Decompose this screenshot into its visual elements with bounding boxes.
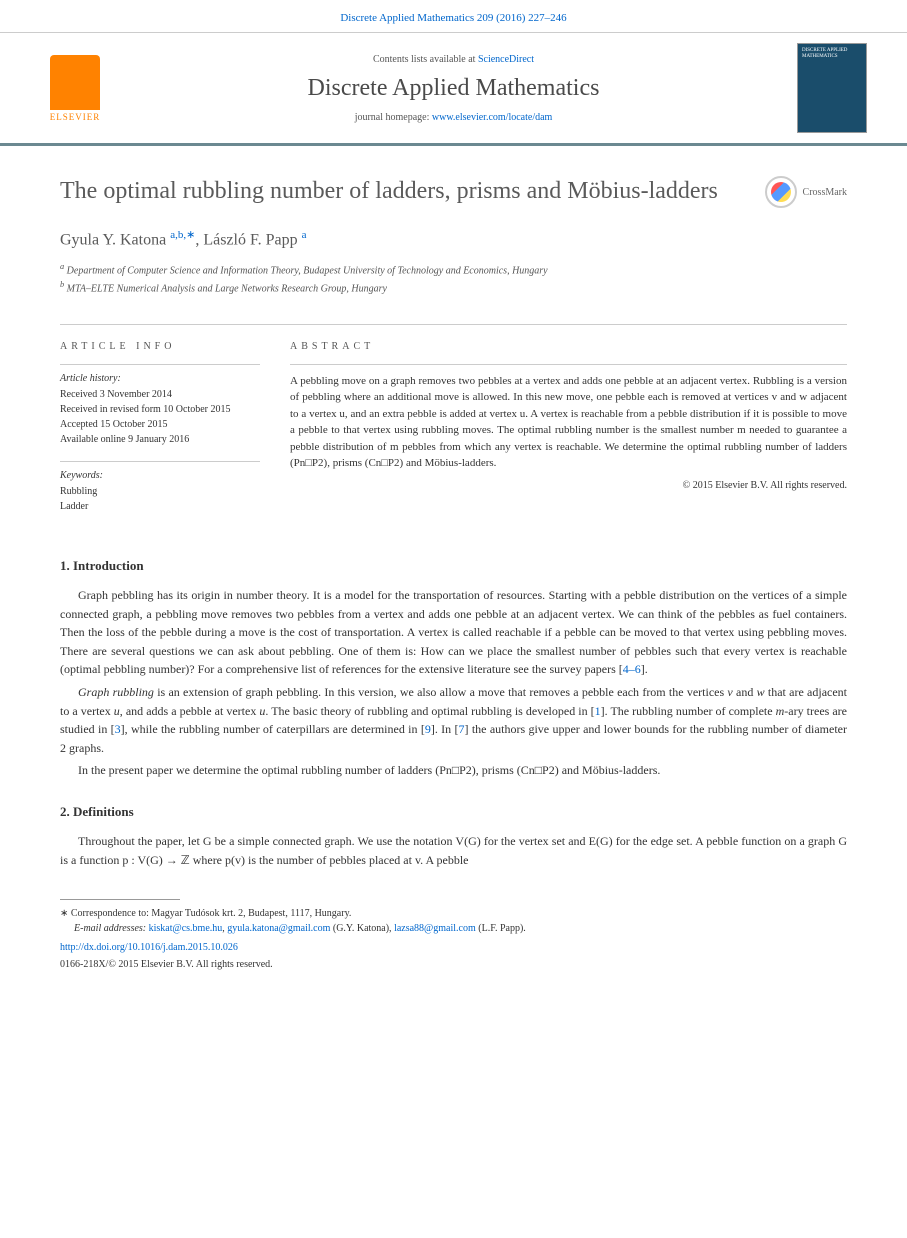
author-1-affil-sup[interactable]: a,b, — [170, 229, 186, 241]
article-history-block: Article history: Received 3 November 201… — [60, 364, 260, 447]
header-citation: Discrete Applied Mathematics 209 (2016) … — [0, 0, 907, 32]
history-online: Available online 9 January 2016 — [60, 432, 260, 447]
email-2-who: (G.Y. Katona), — [330, 923, 394, 934]
history-received: Received 3 November 2014 — [60, 387, 260, 402]
article-info-column: article info Article history: Received 3… — [60, 341, 260, 528]
sciencedirect-link[interactable]: ScienceDirect — [478, 54, 534, 65]
issn-line: 0166-218X/© 2015 Elsevier B.V. All right… — [60, 959, 847, 970]
doi-link[interactable]: http://dx.doi.org/10.1016/j.dam.2015.10.… — [60, 942, 238, 953]
journal-cover[interactable]: DISCRETE APPLIED MATHEMATICS — [797, 43, 867, 133]
homepage-link[interactable]: www.elsevier.com/locate/dam — [432, 112, 552, 123]
crossmark-label: CrossMark — [803, 187, 847, 198]
ref-1[interactable]: 1 — [595, 704, 601, 718]
info-abstract-row: article info Article history: Received 3… — [60, 324, 847, 528]
crossmark-badge[interactable]: CrossMark — [765, 176, 847, 208]
ref-3[interactable]: 3 — [115, 722, 121, 736]
homepage-prefix: journal homepage: — [355, 112, 432, 123]
article-title: The optimal rubbling number of ladders, … — [60, 176, 765, 207]
journal-name: Discrete Applied Mathematics — [110, 75, 797, 102]
corresponding-footnote: ∗ Correspondence to: Magyar Tudósok krt.… — [60, 906, 847, 921]
email-3-who: (L.F. Papp). — [476, 923, 526, 934]
keywords-block: Keywords: Rubbling Ladder — [60, 461, 260, 514]
contents-prefix: Contents lists available at — [373, 54, 478, 65]
s1p2-a: Graph rubbling — [78, 685, 154, 699]
email-1[interactable]: kiskat@cs.bme.hu — [149, 923, 223, 934]
ref-9[interactable]: 9 — [425, 722, 431, 736]
abstract-heading: abstract — [290, 341, 847, 352]
homepage-line: journal homepage: www.elsevier.com/locat… — [110, 112, 797, 123]
ref-7[interactable]: 7 — [459, 722, 465, 736]
elsevier-tree-icon — [50, 55, 100, 110]
author-2-affil-sup[interactable]: a — [302, 229, 307, 241]
main-content: The optimal rubbling number of ladders, … — [0, 146, 907, 1010]
abstract-copyright: © 2015 Elsevier B.V. All rights reserved… — [290, 480, 847, 491]
banner-center: Contents lists available at ScienceDirec… — [110, 54, 797, 123]
crossmark-inner-icon — [771, 182, 791, 202]
section-1-heading: 1. Introduction — [60, 558, 847, 574]
affiliations: a Department of Computer Science and Inf… — [60, 261, 847, 296]
keyword-2: Ladder — [60, 499, 260, 514]
abstract-text: A pebbling move on a graph removes two p… — [290, 364, 847, 472]
title-row: The optimal rubbling number of ladders, … — [60, 176, 847, 208]
crossmark-icon — [765, 176, 797, 208]
keywords-title: Keywords: — [60, 470, 260, 481]
author-2-name[interactable]: , László F. Papp — [195, 231, 297, 248]
email-footnote: E-mail addresses: kiskat@cs.bme.hu, gyul… — [60, 921, 847, 936]
footnote-divider — [60, 899, 180, 900]
s1p1-text: Graph pebbling has its origin in number … — [60, 588, 847, 676]
contents-line: Contents lists available at ScienceDirec… — [110, 54, 797, 65]
doi-line: http://dx.doi.org/10.1016/j.dam.2015.10.… — [60, 942, 847, 953]
affiliation-a-text: Department of Computer Science and Infor… — [67, 266, 548, 277]
author-1-name[interactable]: Gyula Y. Katona — [60, 231, 166, 248]
affiliation-a: a Department of Computer Science and Inf… — [60, 261, 847, 278]
email-2[interactable]: gyula.katona@gmail.com — [227, 923, 330, 934]
elsevier-logo[interactable]: ELSEVIER — [40, 48, 110, 128]
citation-link[interactable]: Discrete Applied Mathematics 209 (2016) … — [340, 12, 566, 24]
corr-star: ∗ — [60, 908, 68, 919]
section-1-para-1: Graph pebbling has its origin in number … — [60, 586, 847, 679]
journal-banner: ELSEVIER Contents lists available at Sci… — [0, 32, 907, 146]
keyword-1: Rubbling — [60, 484, 260, 499]
history-accepted: Accepted 15 October 2015 — [60, 417, 260, 432]
section-2-heading: 2. Definitions — [60, 804, 847, 820]
ref-4-6[interactable]: 4–6 — [623, 662, 641, 676]
history-title: Article history: — [60, 373, 260, 384]
article-info-heading: article info — [60, 341, 260, 352]
authors: Gyula Y. Katona a,b,∗, László F. Papp a — [60, 228, 847, 249]
section-2-para-1: Throughout the paper, let G be a simple … — [60, 832, 847, 869]
section-1-para-2: Graph rubblingGraph rubbling is an exten… — [60, 683, 847, 757]
email-label: E-mail addresses: — [74, 923, 146, 934]
section-1-para-3: In the present paper we determine the op… — [60, 761, 847, 780]
abstract-column: abstract A pebbling move on a graph remo… — [290, 341, 847, 528]
journal-cover-title: DISCRETE APPLIED MATHEMATICS — [798, 44, 866, 64]
affiliation-b: b MTA–ELTE Numerical Analysis and Large … — [60, 279, 847, 296]
corr-text: Correspondence to: Magyar Tudósok krt. 2… — [71, 908, 352, 919]
elsevier-text: ELSEVIER — [50, 112, 101, 122]
affiliation-b-text: MTA–ELTE Numerical Analysis and Large Ne… — [67, 283, 387, 294]
s1p1-end: ]. — [641, 662, 648, 676]
email-3[interactable]: lazsa88@gmail.com — [394, 923, 476, 934]
corresponding-star[interactable]: ∗ — [186, 229, 195, 241]
history-revised: Received in revised form 10 October 2015 — [60, 402, 260, 417]
